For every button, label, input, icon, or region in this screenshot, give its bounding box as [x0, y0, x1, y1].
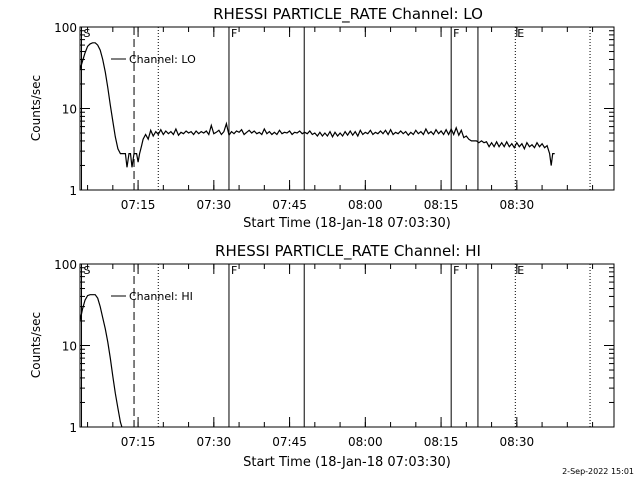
x-tick-label: 07:45	[272, 198, 307, 212]
panel-title: RHESSI PARTICLE_RATE Channel: HI	[215, 242, 481, 261]
series-line	[79, 42, 555, 168]
x-tick-label: 08:30	[500, 198, 535, 212]
panel-lo-channel: RHESSI PARTICLE_RATE Channel: LO Counts/…	[29, 5, 615, 231]
y-tick-label: 1	[69, 421, 77, 435]
event-flag-E: E	[517, 27, 524, 40]
x-axis-label: Start Time (18-Jan-18 07:03:30)	[243, 216, 451, 231]
event-flag-F: F	[453, 27, 459, 40]
y-tick-label: 100	[54, 258, 77, 272]
panel-hi-channel: RHESSI PARTICLE_RATE Channel: HI Counts/…	[29, 242, 615, 470]
x-tick-label: 07:30	[197, 198, 232, 212]
event-flag-S: S	[84, 27, 91, 40]
event-flag-F: F	[453, 264, 459, 277]
x-tick-label: 07:15	[121, 198, 156, 212]
y-tick-label: 1	[69, 184, 77, 198]
event-flag-S: S	[84, 264, 91, 277]
x-tick-label: 07:30	[197, 435, 232, 449]
event-flag-F: F	[231, 264, 237, 277]
x-tick-label: 07:45	[272, 435, 307, 449]
footer-timestamp: 2-Sep-2022 15:01	[562, 467, 634, 476]
plot-marks: 1 10 100 07:15 07:30 07:45 08:00 08:15 08:30 S F F E…	[54, 258, 614, 449]
x-axis-label: Start Time (18-Jan-18 07:03:30)	[243, 455, 451, 470]
y-axis-label: Counts/sec	[29, 75, 43, 141]
y-tick-label: 10	[62, 103, 77, 117]
plot-marks: 1 10 100 07:15 07:30 07:45 08:00 08:15 08:30 S F F E…	[54, 21, 614, 212]
y-tick-label: 10	[62, 340, 77, 354]
panel-title: RHESSI PARTICLE_RATE Channel: LO	[213, 5, 483, 24]
x-tick-label: 08:15	[424, 435, 459, 449]
legend-label: Channel: HI	[129, 290, 193, 303]
event-flag-F: F	[231, 27, 237, 40]
x-tick-label: 08:00	[348, 198, 383, 212]
x-tick-label: 07:15	[121, 435, 156, 449]
legend-label: Channel: LO	[129, 53, 196, 66]
x-tick-label: 08:00	[348, 435, 383, 449]
x-tick-label: 08:15	[424, 198, 459, 212]
y-axis-label: Counts/sec	[29, 312, 43, 378]
x-tick-label: 08:30	[500, 435, 535, 449]
event-flag-E: E	[517, 264, 524, 277]
series-line	[79, 294, 123, 428]
y-tick-label: 100	[54, 21, 77, 35]
